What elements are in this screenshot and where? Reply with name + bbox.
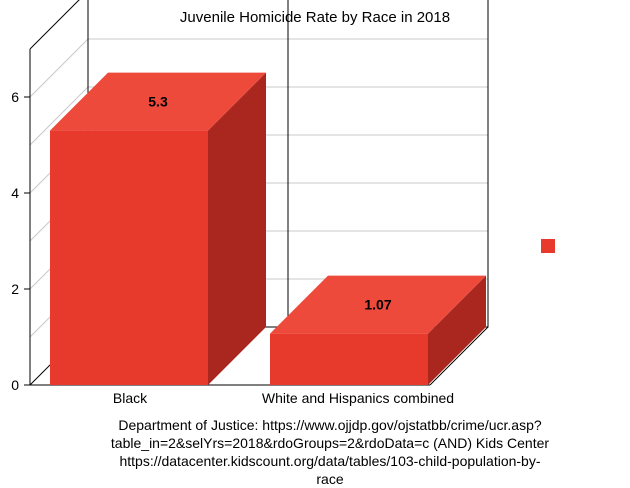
footnote-line: race — [316, 471, 344, 487]
y-tick-label: 4 — [11, 185, 19, 201]
category-label: Black — [113, 390, 148, 406]
y-tick-label: 2 — [11, 281, 19, 297]
bar-side — [428, 275, 486, 385]
category-label: White and Hispanics combined — [262, 390, 454, 406]
source-footnote: Department of Justice: https://www.ojjdp… — [60, 416, 600, 488]
footnote-line: https://datacenter.kidscount.org/data/ta… — [119, 453, 541, 469]
bar-side — [208, 72, 266, 385]
footnote-line: table_in=2&selYrs=2018&rdoGroups=2&rdoDa… — [110, 435, 550, 451]
y-tick-label: 6 — [11, 89, 19, 105]
data-label: 5.3 — [148, 94, 168, 110]
left-wall-edge — [29, 0, 80, 50]
gridline — [29, 38, 89, 98]
chart-title: Juvenile Homicide Rate by Race in 2018 — [179, 9, 451, 26]
legend-swatch — [541, 239, 555, 253]
data-label: 1.07 — [364, 297, 391, 313]
bar — [50, 130, 208, 385]
gridline — [29, 86, 89, 146]
text-layer: 0 2 4 6 5.3 Black 1.07 White and Hispanics comb… — [11, 89, 454, 406]
floor-edge — [429, 326, 489, 386]
y-tick-label: 0 — [11, 377, 19, 393]
bar — [270, 333, 428, 385]
bar-top — [270, 275, 486, 334]
bars-layer — [50, 72, 486, 385]
footnote-line: Department of Justice: https://www.ojjdp… — [118, 417, 542, 433]
bar-top — [50, 72, 266, 131]
